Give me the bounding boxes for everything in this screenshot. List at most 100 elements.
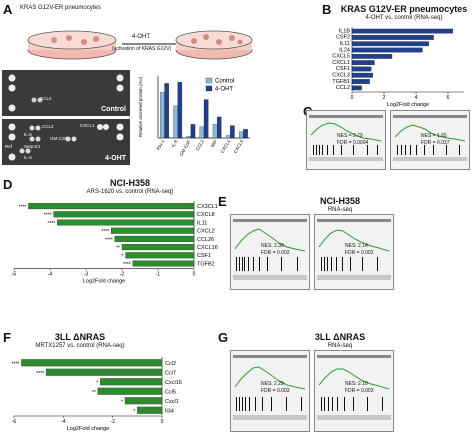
bar [137, 406, 163, 414]
bar [124, 397, 163, 405]
bar [190, 124, 196, 139]
category-label: CX3CL1 [197, 204, 218, 210]
category-label: Ccl5 [165, 390, 176, 396]
panel-g-subtitle: RNA-seq [327, 343, 353, 349]
significance-label: **** [455, 29, 463, 35]
significance-label: * [121, 400, 123, 406]
category-label: CXCL8 [197, 212, 215, 218]
blot-spot-label: IL-8 [24, 132, 32, 137]
gsea-fdr: FDR = 0.037 [421, 140, 450, 146]
panel-label-e: E [218, 194, 227, 209]
bar [212, 124, 218, 139]
bar [199, 126, 205, 139]
x-tick-label: 4 [415, 95, 418, 101]
x-tick-label: CCL2 [195, 139, 205, 152]
panel-f-subtitle: MRTX1257 vs. control (RNA-seq) [35, 343, 125, 349]
category-label: Cxcl1 [165, 399, 179, 405]
category-label: CXCL3 [332, 72, 350, 78]
category-label: CXCL1 [332, 60, 350, 66]
category-label: CSF1 [197, 253, 211, 259]
significance-label: ** [376, 60, 380, 66]
blot-control-label: Control [101, 106, 126, 113]
blot-4oht-label: 4-OHT [105, 155, 126, 162]
gsea-plot: NES: 2.14 FDR = 0.002 [314, 214, 394, 290]
blot-spot-label: Serp-E1 [24, 144, 41, 149]
category-label: CSF2 [336, 35, 350, 41]
gsea-nes: NES: 2.39 [261, 243, 284, 249]
bar [351, 79, 370, 84]
significance-label: ** [373, 67, 377, 73]
panel-label-f: F [3, 330, 11, 345]
panel-e-subtitle: RNA-seq [327, 207, 353, 213]
bar [53, 211, 195, 218]
gsea-nes: NES: 2.29 [261, 381, 284, 387]
category-label: Ccl7 [165, 371, 176, 377]
significance-label: * [122, 254, 124, 260]
panel-g-title: 3LL ΔNRAS [314, 332, 366, 342]
legend-swatch [205, 85, 213, 92]
category-label: Cxcl16 [165, 380, 182, 386]
significance-label: **** [101, 229, 109, 235]
category-label: CXCL2 [197, 229, 215, 235]
significance-label: * [96, 381, 98, 387]
panel-b-subtitle: 4-OHT vs. control (RNA-seq) [365, 15, 443, 21]
category-label: IL11 [197, 220, 207, 226]
bar [351, 85, 362, 91]
x-tick-label: 0 [193, 272, 196, 278]
x-tick-label: -5 [12, 272, 17, 278]
bar [243, 129, 248, 139]
bar [114, 235, 195, 242]
bar [164, 83, 169, 139]
bar [173, 105, 178, 139]
bar [351, 47, 423, 53]
x-tick-label: -4 [48, 272, 53, 278]
bar [132, 260, 195, 267]
category-label: IL1B [339, 28, 351, 34]
x-tick-label: MIF [210, 139, 218, 148]
petri-dish-icon [175, 30, 253, 60]
bar [160, 91, 165, 139]
bar [203, 99, 209, 139]
bar [45, 368, 163, 376]
blot-spot-label: Ref [5, 144, 13, 149]
x-tick-label: 0 [161, 419, 164, 425]
gsea-plot: NES = 1.65 FDR = 0.037 [390, 110, 470, 170]
x-axis-label: Log2Fold change [387, 102, 430, 108]
significance-label: **** [436, 35, 444, 41]
blot-spot-label: GM-CSF [50, 136, 68, 141]
bar [21, 359, 163, 367]
bar [230, 125, 235, 139]
blot-spot-label: IL-6 [24, 155, 32, 160]
panel-d-title: NCI-H358 [109, 178, 150, 188]
panel-label-d: D [3, 177, 13, 192]
bar [97, 387, 163, 395]
panel-label-g: G [218, 330, 229, 345]
gsea-fdr: FDR = 0.003 [261, 388, 290, 394]
significance-label: **** [36, 371, 44, 377]
category-label: CXCL16 [197, 245, 218, 251]
significance-label: **** [12, 362, 20, 368]
gsea-nes: NES: 2.10 [345, 381, 368, 387]
category-label: CXCL5 [332, 54, 350, 60]
bar [57, 219, 195, 226]
x-tick-label: 0 [351, 95, 354, 101]
category-label: CCL26 [197, 237, 214, 243]
bar [351, 28, 453, 34]
significance-label: **** [394, 54, 402, 60]
x-axis-label: Log2Fold change [83, 279, 126, 285]
blot-spot-label: CCL2 [40, 96, 52, 101]
treatment-label: 4-OHT [132, 34, 150, 40]
bar [351, 72, 373, 78]
dot-blot-control: CCL2 Control [2, 70, 130, 116]
category-label: IL11 [340, 41, 350, 47]
legend-label: Control [215, 79, 234, 85]
x-tick-label: -4 [61, 419, 66, 425]
bar [239, 131, 244, 139]
x-tick-label: CXCL5 [233, 139, 245, 154]
gsea-plot: NES = 2.79 FDR = 0.0004 [306, 110, 386, 170]
bar [225, 135, 231, 139]
dot-blot-4oht: CCL2 GM-CSF CXCL1 IL-8 Serp-E1 Ref IL-6 … [2, 119, 130, 165]
bar [216, 116, 222, 139]
gsea-plot: NES: 2.39 FDR = 0.002 [230, 214, 310, 290]
